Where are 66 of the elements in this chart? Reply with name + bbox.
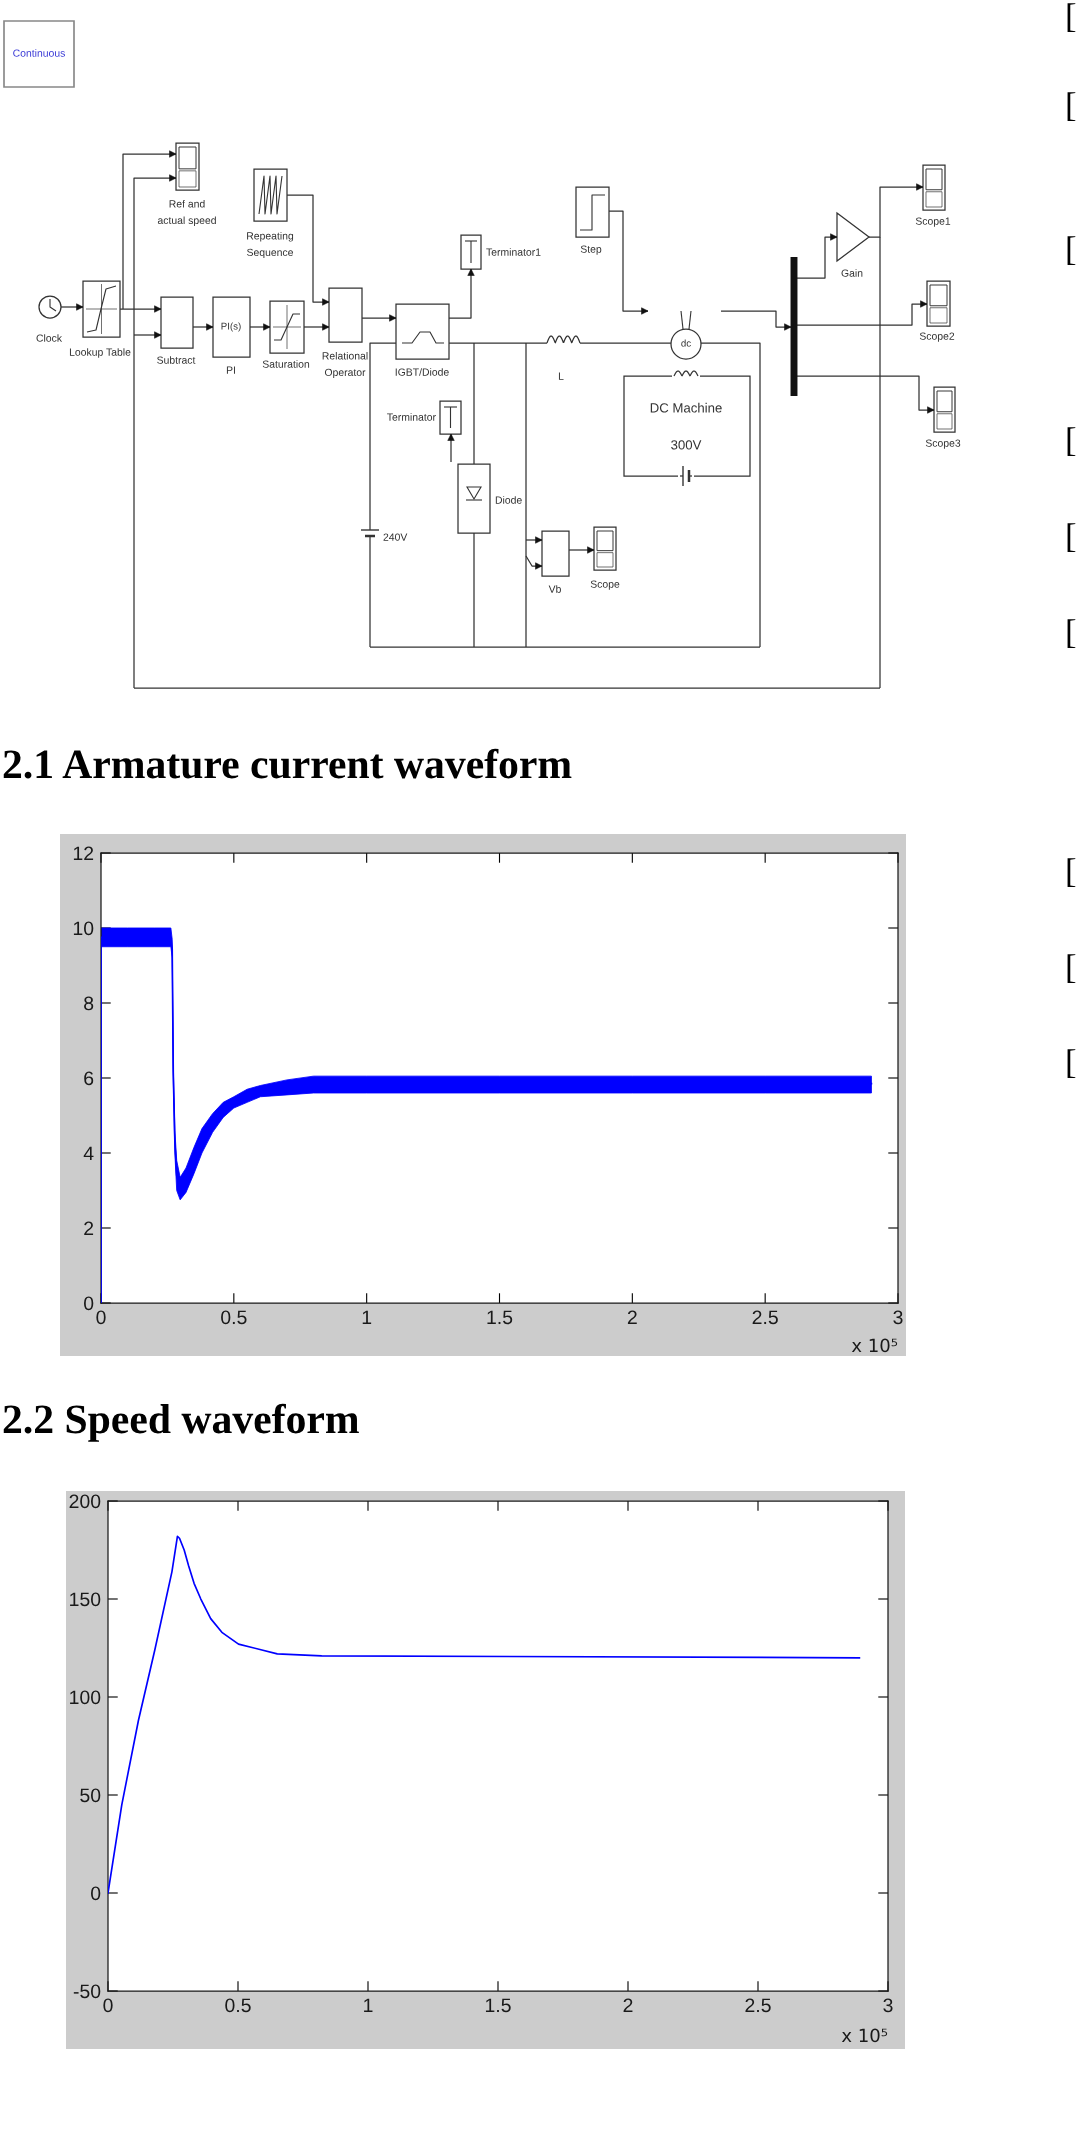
text: IGBT/Diode (395, 368, 449, 376)
text: PI (226, 366, 235, 374)
y-tick-label: 0 (91, 1886, 101, 1901)
text: Ref and actual speed (157, 199, 216, 227)
text: [ (1067, 236, 1076, 265)
x-tick-label: 1.5 (487, 1310, 513, 1325)
x-tick-label: 1 (362, 1310, 372, 1325)
y-tick-label: 100 (70, 1690, 101, 1705)
text: Scope2 (919, 332, 955, 342)
text: Clock (36, 334, 63, 342)
text: [ (1067, 954, 1076, 983)
line-series (108, 1535, 861, 1894)
x-tick-label: 1.5 (485, 1998, 511, 2013)
text: Terminator1 (486, 248, 541, 256)
text: Lookup Table (69, 348, 131, 358)
y-tick-label: 10 (73, 921, 94, 936)
x-tick-label: 0.5 (225, 1998, 251, 2013)
y-tick-label: 6 (84, 1071, 94, 1086)
y-tick-label: 12 (73, 846, 94, 861)
text: Saturation (262, 360, 310, 368)
text: [ (1067, 427, 1076, 456)
x-tick-label: 3 (883, 1998, 893, 2013)
x-tick-label: 2.5 (745, 1998, 771, 2013)
text: Scope3 (925, 439, 961, 449)
x-tick-label: 0 (103, 1998, 113, 2013)
text: Terminator (387, 413, 436, 421)
x-axis-title: x 10⁵ (851, 1338, 898, 1353)
x-tick-label: 2 (623, 1998, 633, 2013)
y-tick-label: 200 (69, 1494, 101, 1509)
text: Repeating Sequence (247, 231, 294, 259)
y-tick-label: 50 (80, 1788, 101, 1803)
text: Scope1 (915, 217, 951, 227)
y-tick-label: 2 (84, 1221, 94, 1236)
text: Scope (590, 580, 620, 590)
text: Gain (841, 269, 863, 277)
text: [ (1067, 3, 1076, 32)
text: Step (580, 245, 602, 255)
chart-title: 2.2 Speed waveform (3, 1403, 359, 1442)
y-tick-label: 4 (83, 1146, 94, 1161)
text: Relational Operator (322, 351, 368, 379)
x-tick-label: 3 (893, 1310, 903, 1325)
text: 300V (671, 440, 702, 450)
text: [ (1067, 858, 1076, 887)
text: Vb (548, 585, 561, 593)
chart-title: 2.1 Armature current waveform (3, 748, 572, 779)
text: DC Machine (650, 402, 722, 413)
text: Subtract (157, 356, 196, 364)
text: [ (1067, 92, 1076, 121)
text: PI(s) (221, 322, 241, 332)
text: Diode (495, 496, 522, 504)
y-tick-label: -50 (73, 1984, 101, 1999)
text: 240V (383, 533, 408, 541)
y-tick-label: 150 (70, 1592, 101, 1607)
text: L (558, 372, 564, 380)
x-axis-title: x 10⁵ (841, 2028, 888, 2043)
text: Continuous (13, 49, 65, 57)
x-tick-label: 1 (364, 1998, 373, 2013)
x-tick-label: 2 (627, 1310, 637, 1325)
y-tick-label: 0 (84, 1296, 94, 1311)
x-tick-label: 2.5 (752, 1310, 778, 1325)
x-tick-label: 0.5 (221, 1310, 247, 1325)
text: dc (681, 339, 691, 347)
y-tick-label: 8 (84, 996, 94, 1011)
text: [ (1067, 619, 1076, 648)
text: [ (1067, 1049, 1076, 1078)
text: [ (1067, 523, 1076, 552)
